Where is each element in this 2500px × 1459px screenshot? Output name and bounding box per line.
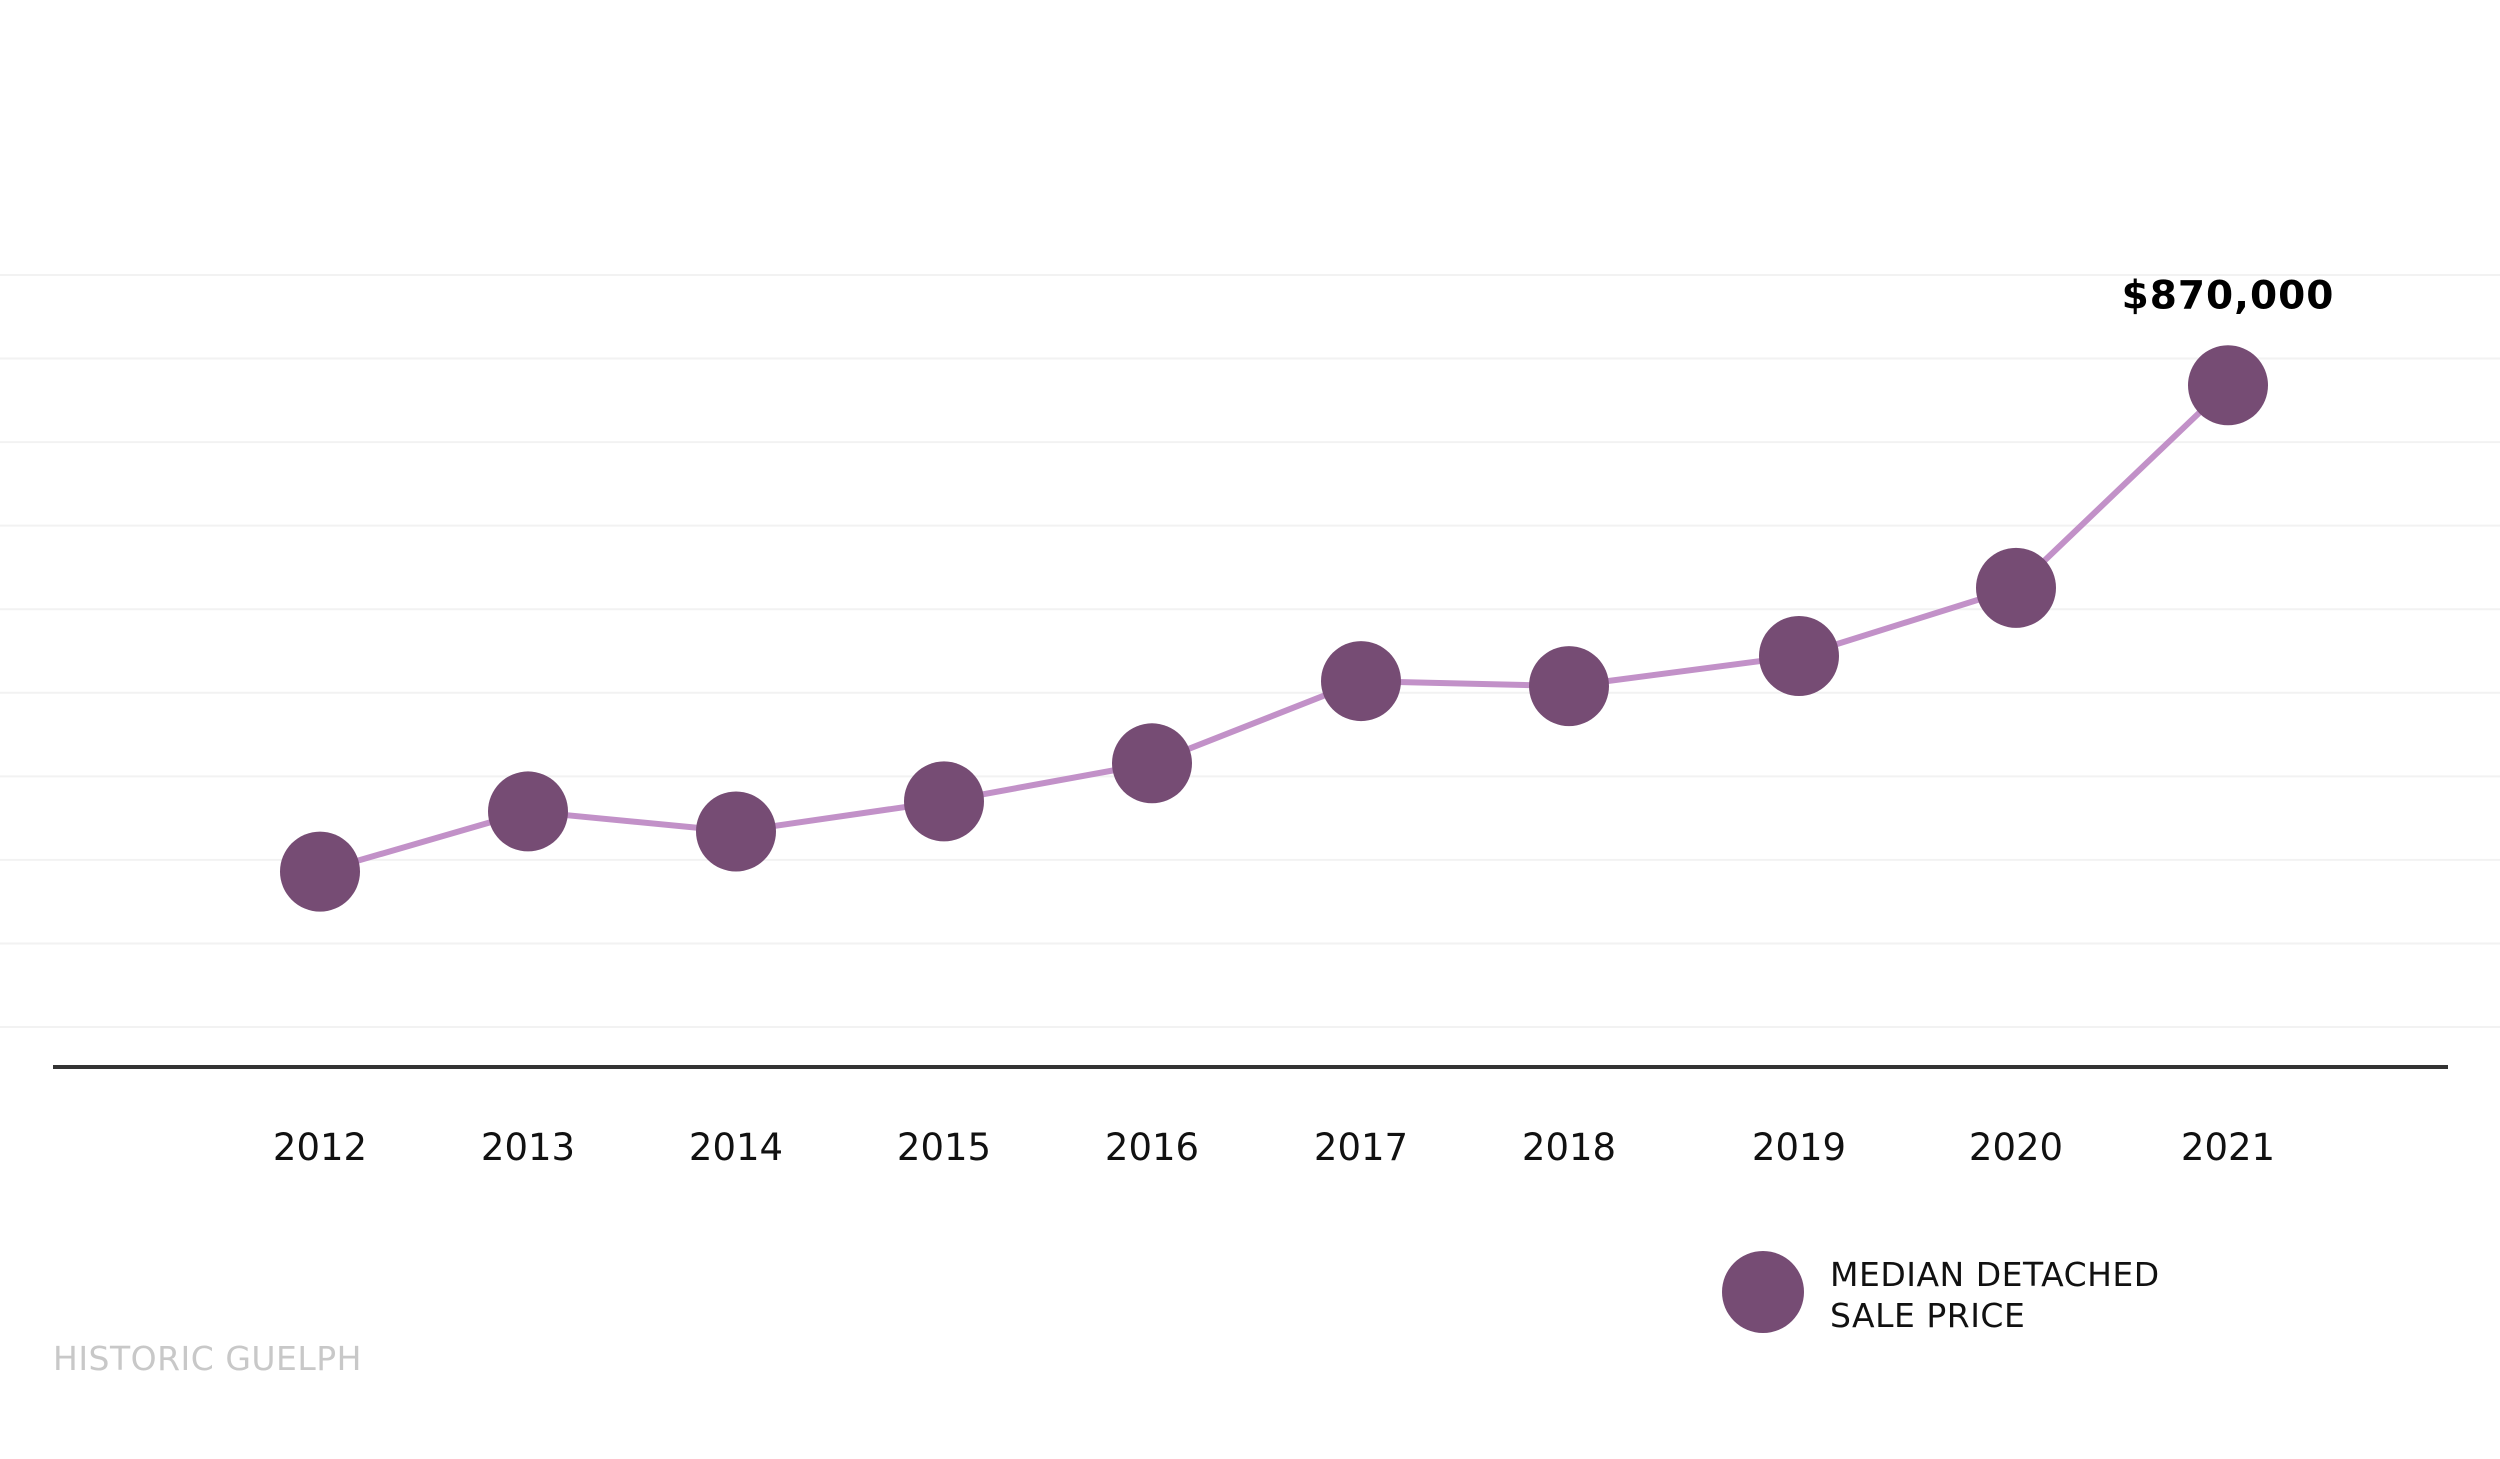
x-tick-label: 2017 <box>1314 1126 1408 1169</box>
x-tick-labels: 2012 2013 2014 2015 2016 2017 2018 2019 2020 2021 <box>273 1126 2275 1169</box>
x-tick-label: 2013 <box>481 1126 575 1169</box>
series-line-group <box>319 383 2231 875</box>
x-tick-label: 2018 <box>1522 1126 1616 1169</box>
source-label: HISTORIC GUELPH <box>53 1339 362 1378</box>
legend-label-line-2: SALE PRICE <box>1830 1296 2025 1335</box>
series-line <box>319 383 2231 875</box>
x-tick-label: 2020 <box>1969 1126 2063 1169</box>
grid-lines <box>0 274 2500 1028</box>
data-point-2013 <box>488 771 568 852</box>
data-point-2021 <box>2188 345 2268 426</box>
x-tick-label: 2015 <box>897 1126 991 1169</box>
data-label-2021: $870,000 <box>2122 273 2335 318</box>
x-tick-label: 2016 <box>1105 1126 1199 1169</box>
data-point-2012 <box>280 831 360 912</box>
legend-marker <box>1722 1251 1804 1333</box>
data-point-2017 <box>1321 641 1401 722</box>
data-point-2020 <box>1976 547 2056 628</box>
legend-label-line-1: MEDIAN DETACHED <box>1830 1255 2160 1294</box>
x-tick-label: 2019 <box>1752 1126 1846 1169</box>
data-point-2019 <box>1759 616 1839 697</box>
x-tick-label: 2014 <box>689 1126 783 1169</box>
data-labels: $870,000 <box>2122 273 2335 318</box>
x-tick-label: 2021 <box>2181 1126 2275 1169</box>
data-point-2014 <box>696 791 776 872</box>
legend: MEDIAN DETACHED SALE PRICE <box>1722 1251 2160 1335</box>
x-tick-label: 2012 <box>273 1126 367 1169</box>
data-point-2015 <box>904 761 984 842</box>
marker-group <box>280 345 2268 912</box>
data-point-2018 <box>1529 646 1609 727</box>
data-point-2016 <box>1112 723 1192 804</box>
